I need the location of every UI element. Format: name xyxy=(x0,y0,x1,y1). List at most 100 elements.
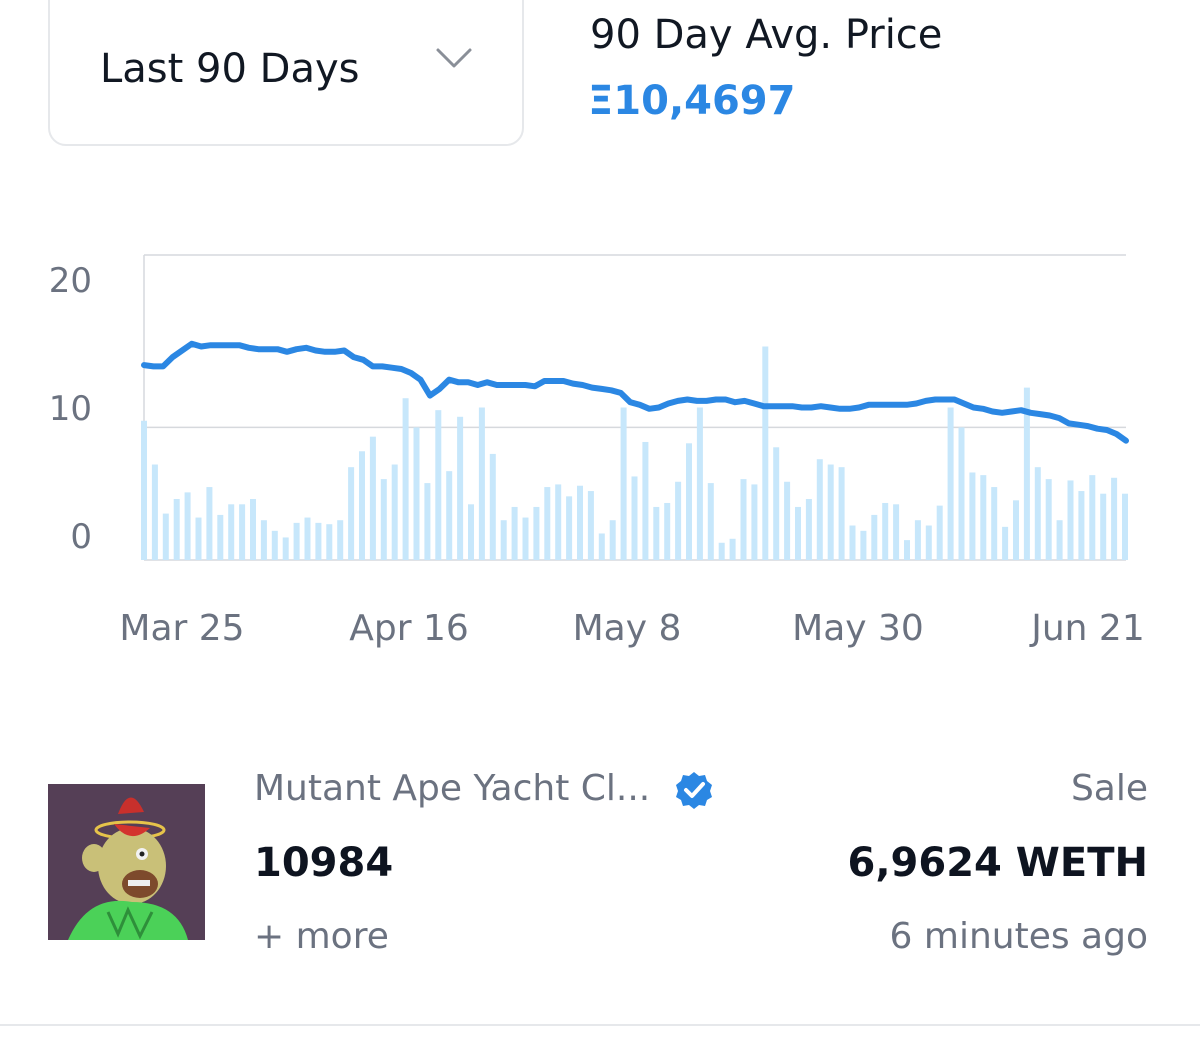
volume-bar xyxy=(707,483,714,560)
volume-bar xyxy=(686,443,692,560)
volume-bar xyxy=(675,481,682,560)
volume-bar xyxy=(925,525,932,560)
volume-bar xyxy=(413,427,420,560)
volume-bar xyxy=(860,530,867,560)
volume-bar xyxy=(1122,493,1128,560)
volume-bar xyxy=(293,522,300,560)
volume-bar xyxy=(326,524,333,560)
volume-bar xyxy=(1089,475,1096,560)
volume-bar xyxy=(849,525,856,560)
volume-bar xyxy=(587,491,594,560)
volume-bar xyxy=(620,407,627,560)
x-tick-label: May 8 xyxy=(573,608,682,649)
volume-bar xyxy=(598,533,605,560)
chevron-down-icon xyxy=(436,48,472,68)
volume-bar xyxy=(740,479,747,560)
volume-bar xyxy=(424,483,431,560)
token-id[interactable]: 10984 xyxy=(254,840,394,886)
volume-bar xyxy=(359,451,365,560)
volume-bar xyxy=(380,479,387,560)
volume-bar xyxy=(1111,477,1118,560)
volume-bar xyxy=(653,506,660,560)
volume-bar xyxy=(696,407,703,560)
volume-bar xyxy=(577,485,583,560)
volume-bar xyxy=(457,416,464,560)
avg-price-value: Ξ10,4697 xyxy=(588,78,796,124)
volume-bar xyxy=(402,398,409,560)
volume-bar xyxy=(609,520,616,560)
volume-bar xyxy=(969,472,976,560)
volume-bar xyxy=(914,520,921,560)
volume-bar xyxy=(773,447,780,560)
volume-bar xyxy=(718,542,725,560)
volume-bar xyxy=(642,441,649,560)
x-tick-label: Mar 25 xyxy=(119,608,244,649)
volume-bar xyxy=(566,496,573,560)
volume-bar xyxy=(664,502,671,560)
x-tick-label: Apr 16 xyxy=(349,608,469,649)
volume-bar xyxy=(555,484,562,560)
divider xyxy=(0,1024,1200,1026)
volume-bar xyxy=(816,459,823,560)
volume-bar xyxy=(1067,480,1074,560)
volume-bar xyxy=(805,499,812,560)
date-range-dropdown[interactable]: Last 90 Days xyxy=(48,0,524,146)
volume-bar xyxy=(838,467,845,560)
y-tick-label: 10 xyxy=(49,389,92,429)
volume-bar xyxy=(195,517,202,560)
volume-bar xyxy=(282,537,289,560)
volume-bar xyxy=(1045,479,1052,560)
avg-price-title: 90 Day Avg. Price xyxy=(590,12,943,58)
volume-bar xyxy=(958,427,965,560)
x-tick-label: May 30 xyxy=(792,608,924,649)
volume-bar xyxy=(250,499,256,560)
volume-bar xyxy=(729,538,736,560)
volume-bar xyxy=(947,407,954,560)
volume-bar xyxy=(391,464,398,560)
more-items-link[interactable]: + more xyxy=(254,916,389,957)
volume-bar xyxy=(141,420,147,560)
date-range-label: Last 90 Days xyxy=(100,46,360,92)
collection-name[interactable]: Mutant Ape Yacht Cl... xyxy=(254,768,651,809)
volume-bar xyxy=(260,520,267,560)
volume-bar xyxy=(1100,493,1107,560)
volume-bar xyxy=(544,487,551,560)
volume-bar xyxy=(827,464,834,560)
sale-price: 6,9624 WETH xyxy=(847,840,1149,886)
volume-bar xyxy=(369,436,376,560)
volume-bar xyxy=(478,407,485,560)
x-tick-label: Jun 21 xyxy=(1029,608,1145,649)
volume-bar xyxy=(348,467,355,560)
volume-bar xyxy=(489,453,496,560)
volume-bar xyxy=(435,410,442,560)
verified-badge-icon xyxy=(676,772,712,809)
y-tick-label: 20 xyxy=(49,261,92,301)
avg-price-line xyxy=(141,340,1129,444)
volume-bar xyxy=(893,504,900,560)
event-type-label: Sale xyxy=(1070,768,1148,809)
volume-bar xyxy=(631,476,638,560)
volume-bar xyxy=(751,484,758,560)
volume-bar xyxy=(522,517,529,560)
volume-bar xyxy=(762,346,769,560)
volume-bar xyxy=(904,540,910,560)
volume-bar xyxy=(936,505,943,560)
price-volume-chart[interactable]: 20 10 0 Mar 25 Apr 16 May 8 May 30 Jun 21 xyxy=(0,230,1200,670)
volume-bar xyxy=(511,506,518,560)
volume-bar xyxy=(468,504,474,560)
volume-bar xyxy=(184,492,191,560)
nft-thumbnail[interactable] xyxy=(48,784,205,940)
volume-bar xyxy=(1023,387,1030,560)
volume-bar xyxy=(151,464,158,560)
volume-bar xyxy=(162,513,169,560)
volume-bar xyxy=(337,520,344,560)
volume-bar xyxy=(315,522,322,560)
volume-bar xyxy=(217,514,224,560)
volume-bar xyxy=(446,471,453,560)
volume-bar xyxy=(1034,467,1041,560)
volume-bar xyxy=(784,481,791,560)
volume-bar xyxy=(991,487,998,560)
volume-bar xyxy=(1056,520,1063,560)
volume-bar xyxy=(206,487,213,560)
